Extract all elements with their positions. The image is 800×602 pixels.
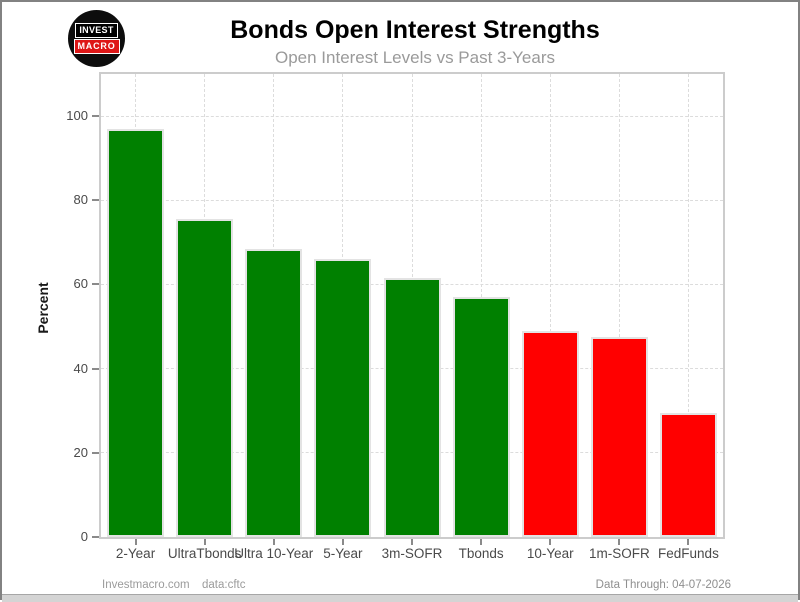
v-gridline — [549, 74, 551, 537]
footer-strip — [2, 595, 798, 602]
bar — [176, 219, 234, 537]
v-gridline — [618, 74, 620, 537]
footer-site-text: Investmacro.com — [102, 579, 190, 591]
bar — [659, 412, 717, 537]
bar — [452, 297, 510, 537]
x-axis-tick — [480, 539, 483, 545]
plot-area — [99, 72, 725, 539]
y-axis-tick — [92, 283, 99, 286]
x-axis-label: UltraTbonds — [167, 546, 242, 561]
x-axis-label: 5-Year — [323, 546, 363, 561]
x-axis-label: 1m-SOFR — [588, 546, 650, 561]
y-axis-tick — [92, 451, 99, 454]
x-axis-label: Ultra 10-Year — [234, 546, 314, 561]
footer-source-text: data:cftc — [202, 579, 246, 591]
y-axis-tick — [92, 536, 99, 538]
y-axis-tick-label: 0 — [80, 529, 88, 544]
x-axis-tick — [134, 539, 137, 545]
x-axis-label: FedFunds — [658, 546, 719, 561]
x-axis-label: 2-Year — [115, 546, 156, 561]
chart-subtitle: Open Interest Levels vs Past 3-Years — [274, 48, 556, 67]
y-axis-tick-label: 40 — [73, 360, 88, 376]
bar — [383, 278, 441, 537]
x-axis-label: Tbonds — [458, 546, 504, 561]
bar — [245, 248, 303, 537]
x-axis-tick — [272, 539, 275, 545]
bar — [590, 337, 648, 537]
y-axis-tick — [92, 115, 99, 118]
footer-date-text: Data Through: 04-07-2026 — [595, 579, 731, 591]
footer-divider — [2, 594, 798, 595]
y-axis-tick-label: 60 — [73, 276, 88, 292]
y-axis-tick — [92, 367, 99, 370]
x-axis-tick — [411, 539, 413, 545]
chart-title: Bonds Open Interest Strengths — [230, 16, 600, 44]
y-axis-tick-label: 80 — [73, 192, 88, 208]
x-axis-tick — [687, 539, 690, 545]
y-axis-tick — [92, 199, 99, 202]
x-axis-tick — [203, 539, 206, 545]
logo-invest-text: INVEST — [75, 23, 118, 38]
logo-macro-text: MACRO — [73, 39, 120, 54]
x-axis-tick — [549, 539, 552, 545]
x-axis-tick — [618, 539, 621, 545]
x-axis-tick — [341, 539, 344, 545]
y-axis-tick-label: 20 — [73, 444, 88, 460]
bar — [107, 128, 165, 537]
x-axis-label: 3m-SOFR — [381, 546, 443, 561]
x-axis-label: 10-Year — [526, 546, 574, 561]
bar — [521, 330, 579, 537]
v-gridline — [687, 74, 689, 537]
bar — [314, 259, 372, 537]
y-axis-tick-label: 100 — [66, 108, 88, 124]
investmacro-logo: INVEST MACRO — [68, 10, 125, 67]
